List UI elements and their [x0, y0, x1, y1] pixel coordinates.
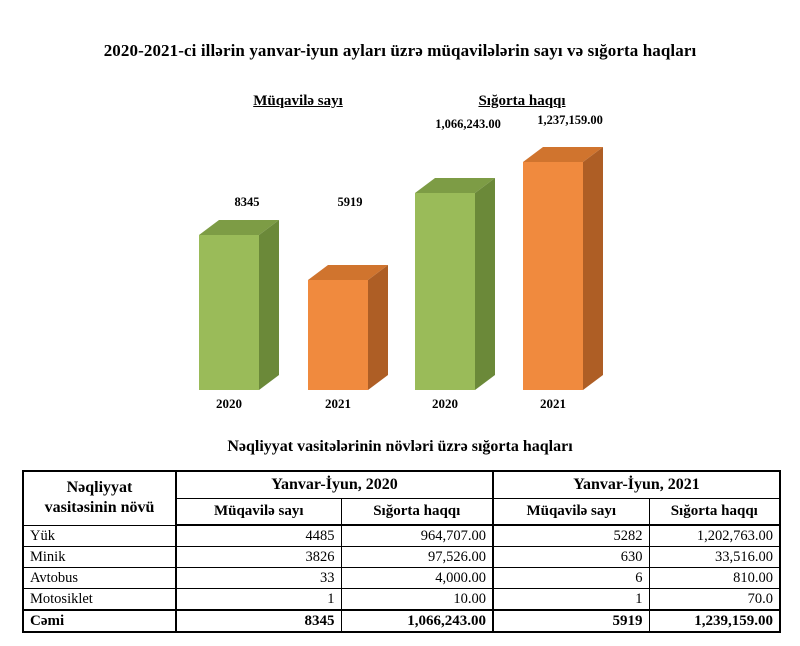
subcol-header-contract-count-2021: Müqavilə sayı	[492, 498, 650, 526]
cell-premium-2020: 10.00	[340, 588, 495, 611]
bar-top-face	[523, 147, 603, 162]
chart-group-heading-contract-count: Müqavilə sayı	[253, 93, 343, 109]
bar-year-label: 2021	[540, 396, 566, 411]
table-row-total: Cəmi 8345 1,066,243.00 5919 1,239,159.00	[22, 609, 781, 633]
cell-premium-2021: 33,516.00	[648, 546, 781, 568]
cell-total-premium-2020: 1,066,243.00	[340, 609, 495, 633]
bar-2020-contract-count	[199, 220, 279, 390]
cell-count-2021: 1	[492, 588, 650, 611]
cell-vehicle-type: Motosiklet	[22, 588, 177, 611]
subcol-header-premium-2020: Sığorta haqqı	[340, 498, 495, 526]
bar-value-label-2021-premium: 1,237,159.00	[537, 113, 603, 127]
bar-2021-contract-count	[308, 265, 388, 390]
cell-count-2021: 630	[492, 546, 650, 568]
group-header-2021: Yanvar-İyun, 2021	[492, 470, 781, 499]
table-row-minik: Minik 3826 97,526.00 630 33,516.00	[22, 546, 781, 568]
cell-vehicle-type: Avtobus	[22, 567, 177, 589]
col-header-line2: vasitəsinin növü	[44, 499, 155, 517]
table-title: Nəqliyyat vasitələrinin növləri üzrə sığ…	[227, 438, 573, 455]
cell-premium-2021: 70.0	[648, 588, 781, 611]
cell-total-count-2020: 8345	[175, 609, 342, 633]
table-header-row-subcolumns: Müqavilə sayı Sığorta haqqı Müqavilə say…	[23, 498, 781, 526]
bar-top-face	[415, 178, 495, 193]
subcol-header-contract-count-2020: Müqavilə sayı	[175, 498, 342, 526]
bar-top-face	[199, 220, 279, 235]
bar-value-label-2020-premium: 1,066,243.00	[435, 117, 501, 131]
cell-premium-2021: 1,202,763.00	[648, 524, 781, 547]
page-title: 2020-2021-ci illərin yanvar-iyun ayları …	[103, 41, 697, 60]
bar-top-face	[308, 265, 388, 280]
bar-front-face	[199, 235, 259, 390]
bar-front-face	[523, 162, 583, 390]
bar-value-label-2021-count: 5919	[337, 195, 363, 209]
cell-vehicle-type: Minik	[22, 546, 177, 568]
table-header-row-groups: Nəqliyyat vasitəsinin növü Yanvar-İyun, …	[22, 470, 781, 526]
bar-2021-insurance-premium	[523, 147, 603, 390]
cell-premium-2020: 4,000.00	[340, 567, 495, 589]
chart-group-heading-insurance-premium: Sığorta haqqı	[478, 93, 566, 109]
bar-year-label: 2020	[216, 396, 242, 411]
cell-premium-2020: 964,707.00	[340, 524, 495, 547]
bar-2020-insurance-premium	[415, 178, 495, 390]
table-row-avtobus: Avtobus 33 4,000.00 6 810.00	[22, 567, 781, 589]
bar-side-face	[583, 147, 603, 390]
cell-total-label: Cəmi	[22, 609, 177, 633]
bar-front-face	[415, 193, 475, 390]
bar-front-face	[308, 280, 368, 390]
bar-year-label: 2020	[432, 396, 458, 411]
bar-side-face	[368, 265, 388, 390]
cell-count-2020: 4485	[175, 524, 342, 547]
col-header-vehicle-type: Nəqliyyat vasitəsinin növü	[22, 470, 177, 526]
bar-value-label-2020-count: 8345	[234, 195, 260, 209]
cell-total-count-2021: 5919	[492, 609, 650, 633]
bar-side-face	[475, 178, 495, 390]
subcol-header-premium-2021: Sığorta haqqı	[648, 498, 781, 526]
cell-total-premium-2021: 1,239,159.00	[648, 609, 781, 633]
bar-side-face	[259, 220, 279, 390]
cell-count-2020: 33	[175, 567, 342, 589]
cell-count-2020: 1	[175, 588, 342, 611]
table-row-motosiklet: Motosiklet 1 10.00 1 70.0	[22, 588, 781, 611]
cell-premium-2020: 97,526.00	[340, 546, 495, 568]
cell-premium-2021: 810.00	[648, 567, 781, 589]
col-header-line1: Nəqliyyat	[66, 479, 133, 497]
cell-count-2020: 3826	[175, 546, 342, 568]
table-row-yuk: Yük 4485 964,707.00 5282 1,202,763.00	[22, 524, 781, 547]
insurance-data-table: Nəqliyyat vasitəsinin növü Yanvar-İyun, …	[22, 470, 782, 633]
group-header-2020: Yanvar-İyun, 2020	[175, 470, 495, 499]
cell-count-2021: 5282	[492, 524, 650, 547]
bar-year-label: 2021	[325, 396, 351, 411]
cell-vehicle-type: Yük	[22, 524, 177, 547]
cell-count-2021: 6	[492, 567, 650, 589]
